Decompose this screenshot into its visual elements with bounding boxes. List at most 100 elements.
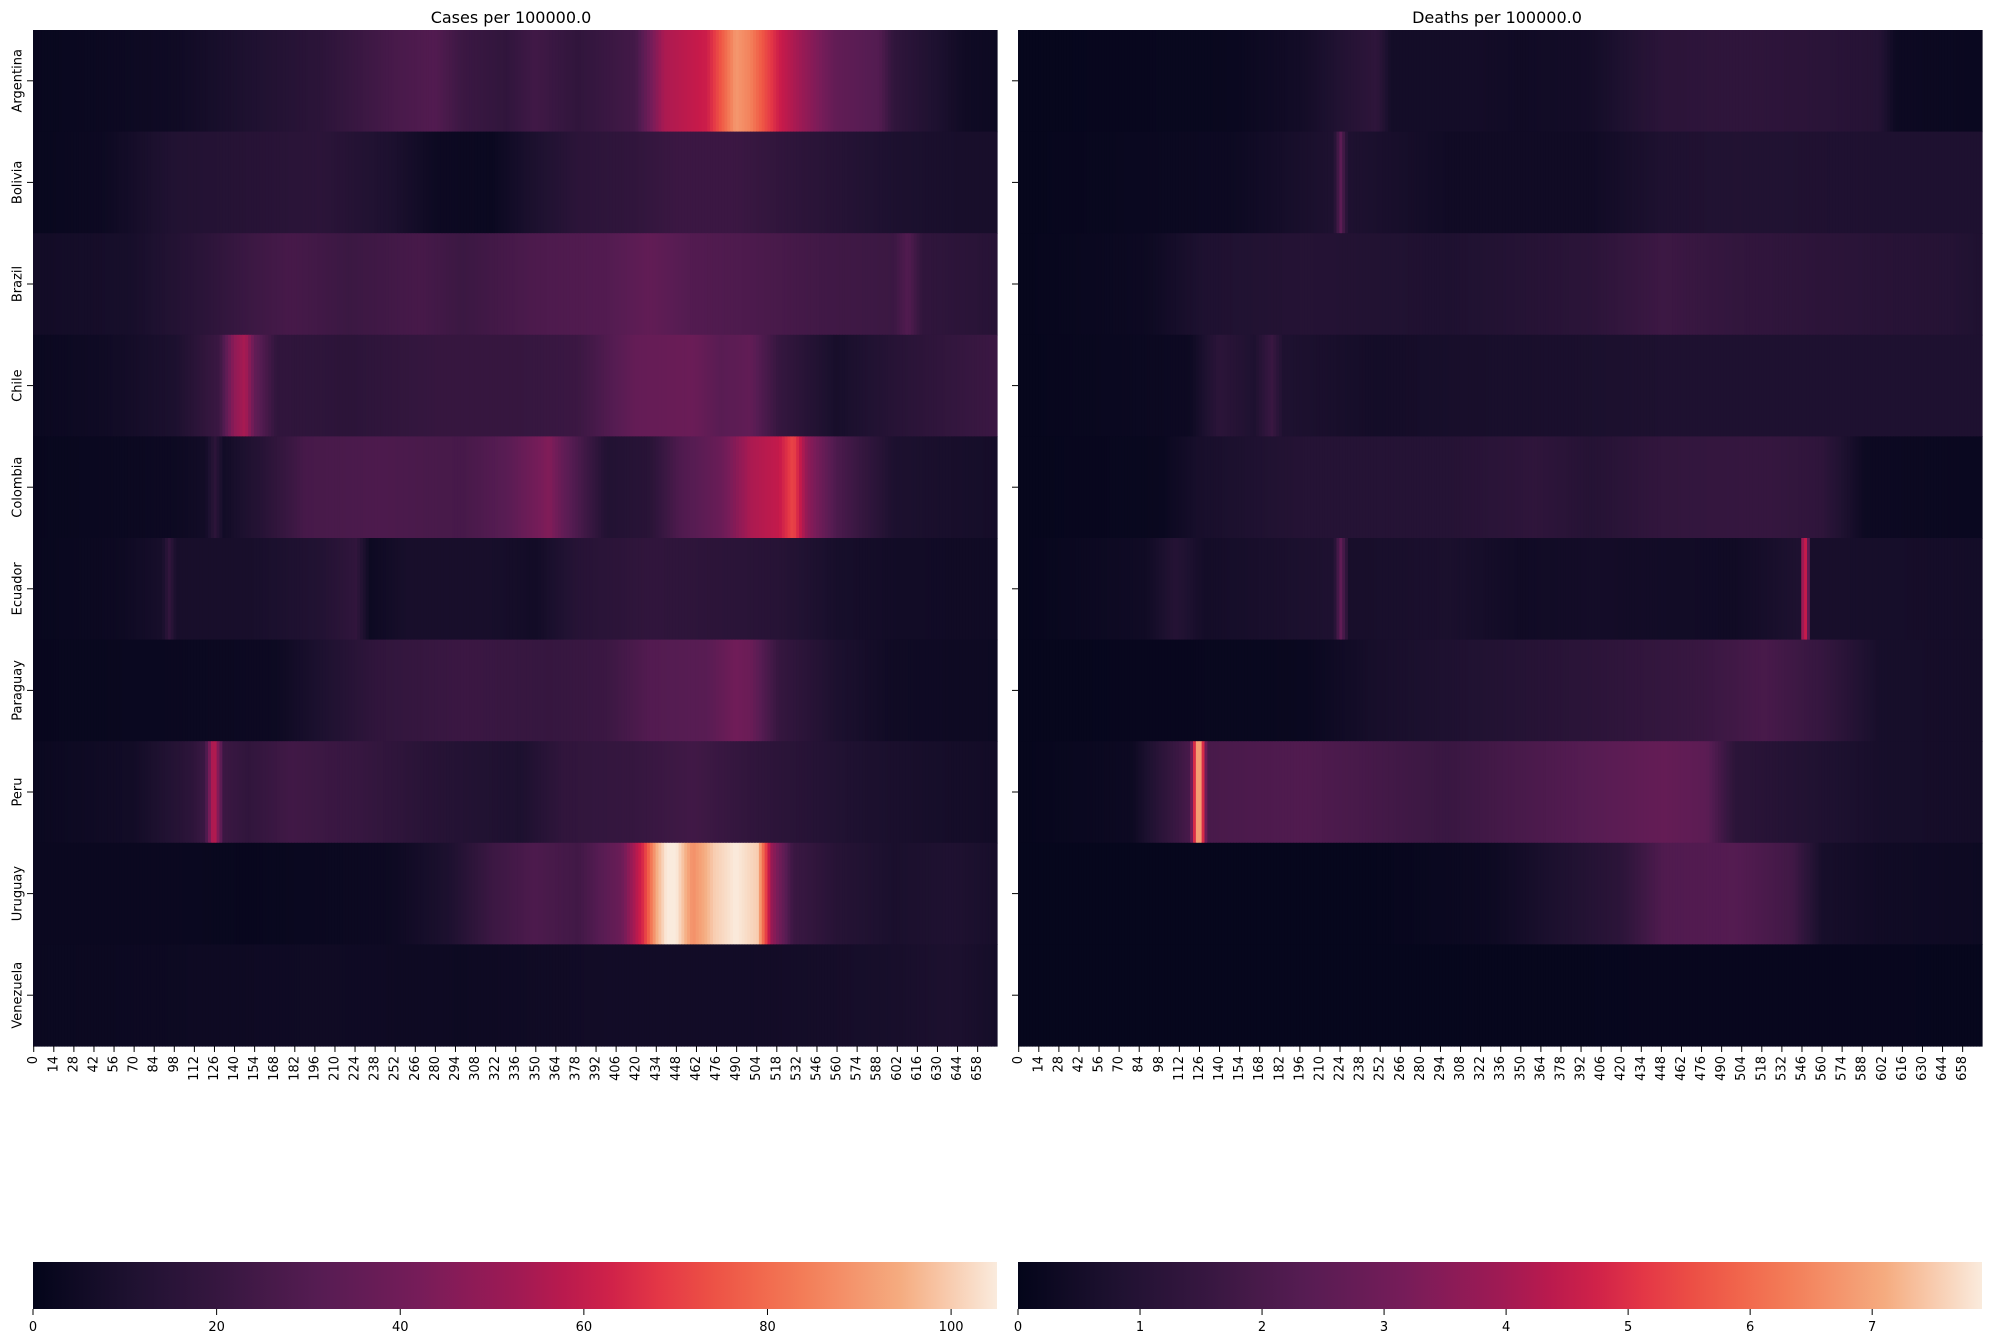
heatmap-cell (81, 233, 86, 336)
heatmap-cell (885, 436, 889, 539)
heatmap-cell (199, 538, 203, 641)
heatmap-cell (116, 334, 120, 437)
heatmap-cell (142, 233, 146, 336)
heatmap-cell (1035, 131, 1039, 234)
heatmap-cell (156, 944, 160, 1047)
heatmap-cell (210, 538, 215, 641)
heatmap-cell (747, 233, 751, 336)
heatmap-cell (922, 436, 926, 539)
heatmap-cell (976, 741, 981, 844)
heatmap-cell (606, 944, 611, 1047)
heatmap-cell (1276, 436, 1280, 539)
heatmap-cell (933, 334, 938, 437)
heatmap-cell (506, 436, 510, 539)
heatmap-cell (1347, 334, 1352, 437)
heatmap-cell (1738, 30, 1742, 133)
heatmap-cell (913, 233, 918, 336)
heatmap-cell (844, 741, 849, 844)
heatmap-cell (308, 944, 312, 1047)
heatmap-cell (121, 741, 126, 844)
heatmap-cell (589, 334, 594, 437)
heatmap-cell (675, 436, 680, 539)
heatmap-cell (824, 30, 829, 133)
heatmap-cell (948, 233, 952, 336)
heatmap-cell (299, 639, 304, 742)
heatmap-cell (357, 741, 361, 844)
heatmap-cell (1287, 233, 1292, 336)
heatmap-cell (124, 233, 129, 336)
heatmap-cell (1910, 30, 1914, 133)
heatmap-cell (331, 334, 335, 437)
heatmap-cell (446, 334, 450, 437)
heatmap-cell (1101, 233, 1105, 336)
heatmap-cell (374, 741, 378, 844)
heatmap-cell (388, 436, 393, 539)
heatmap-cell (853, 741, 858, 844)
heatmap-cell (1408, 436, 1412, 539)
heatmap-cell (667, 30, 671, 133)
heatmap-cell (1086, 131, 1091, 234)
heatmap-cell (953, 639, 958, 742)
heatmap-cell (1193, 334, 1197, 437)
heatmap-cell (351, 131, 355, 234)
heatmap-cell (810, 842, 814, 945)
x-tick-label: 70 (127, 1056, 142, 1073)
heatmap-cell (833, 233, 837, 336)
heatmap-cell (1238, 436, 1243, 539)
heatmap-cell (939, 639, 944, 742)
heatmap-cell (1402, 233, 1406, 336)
heatmap-cell (928, 30, 932, 133)
heatmap-cell (98, 334, 103, 437)
heatmap-cell (644, 741, 648, 844)
heatmap-cell (555, 639, 559, 742)
heatmap-cell (799, 30, 803, 133)
heatmap-cell (474, 741, 479, 844)
heatmap-cell (73, 436, 77, 539)
heatmap-cell (1081, 233, 1085, 336)
heatmap-cell (1448, 233, 1452, 336)
heatmap-cell (1141, 131, 1145, 234)
heatmap-cell (199, 741, 203, 844)
heatmap-cell (167, 944, 172, 1047)
heatmap-cell (317, 233, 321, 336)
heatmap-cell (839, 334, 843, 437)
heatmap-cell (1181, 436, 1186, 539)
heatmap-cell (322, 30, 327, 133)
heatmap-cell (764, 944, 769, 1047)
heatmap-cell (38, 741, 43, 844)
heatmap-cell (377, 131, 381, 234)
heatmap-cell (922, 30, 926, 133)
heatmap-cell (1178, 233, 1183, 336)
heatmap-cell (76, 741, 80, 844)
heatmap-cell (520, 436, 525, 539)
heatmap-cell (793, 538, 797, 641)
heatmap-cell (756, 639, 760, 742)
heatmap-cell (1281, 436, 1286, 539)
heatmap-cell (494, 233, 499, 336)
heatmap-cell (592, 944, 596, 1047)
heatmap-cell (517, 30, 522, 133)
heatmap-cell (1781, 233, 1785, 336)
heatmap-cell (319, 944, 324, 1047)
heatmap-cell (1462, 334, 1467, 437)
heatmap-cell (1058, 334, 1062, 437)
heatmap-cell (279, 131, 284, 234)
heatmap-cell (595, 842, 599, 945)
heatmap-cell (515, 334, 519, 437)
heatmap-cell (1020, 131, 1025, 234)
heatmap-cell (291, 30, 295, 133)
heatmap-cell (162, 436, 166, 539)
heatmap-cell (38, 842, 43, 945)
heatmap-cell (667, 233, 671, 336)
heatmap-cell (790, 741, 794, 844)
heatmap-cell (463, 30, 467, 133)
heatmap-cell (569, 436, 573, 539)
heatmap-cell (615, 30, 619, 133)
heatmap-cell (985, 131, 989, 234)
heatmap-cell (1293, 233, 1297, 336)
heatmap-cell (1342, 131, 1346, 234)
heatmap-cell (251, 741, 255, 844)
heatmap-cell (738, 842, 743, 945)
heatmap-cell (807, 639, 812, 742)
heatmap-cell (896, 741, 901, 844)
